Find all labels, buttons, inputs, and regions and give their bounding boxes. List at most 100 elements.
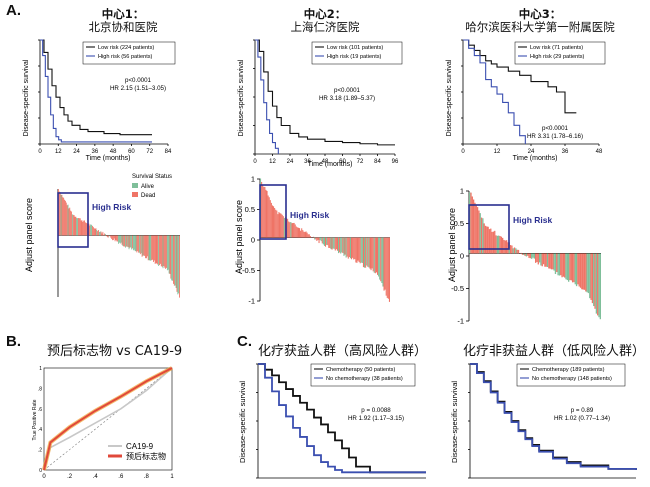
- km-plot-chemo-low: Disease-specific survival Chemotherapy (…: [450, 363, 637, 479]
- kmc2-area: Chemotherapy (189 patients) No chemothera…: [468, 363, 637, 479]
- wf-bar: [151, 235, 153, 261]
- wf-bar: [289, 222, 291, 238]
- wf-bar: [71, 211, 72, 236]
- wf-bar: [113, 235, 115, 239]
- wf-bar: [288, 221, 290, 238]
- wf-bar: [76, 218, 78, 236]
- wf-bar: [263, 186, 265, 238]
- km-curve-a: [470, 363, 637, 471]
- wf-bar: [158, 235, 160, 266]
- legend-dead-label: Dead: [141, 193, 155, 199]
- wf-bar: [119, 235, 120, 243]
- wf-bar: [364, 237, 366, 268]
- legend-alive-swatch: [132, 183, 138, 188]
- wf-bar: [280, 213, 282, 238]
- kmc2-ylabel: Disease-specific survival: [450, 381, 459, 463]
- wf-bar: [64, 199, 65, 236]
- center2-title-line1: 中心2：: [303, 7, 347, 21]
- wf-bar: [156, 235, 158, 264]
- wf-y-tick-label: -1: [248, 297, 255, 306]
- wf-bar: [65, 202, 67, 236]
- wf-bar: [554, 253, 557, 275]
- wf-bar: [94, 228, 96, 236]
- km-curve-a: [255, 39, 395, 146]
- wf-bar: [85, 222, 86, 236]
- wf-bar: [552, 253, 554, 270]
- wf-bar: [520, 252, 522, 254]
- wf-bar: [316, 237, 318, 241]
- wf-bar: [143, 235, 145, 256]
- wf-bar: [268, 197, 270, 238]
- wf-bar: [511, 245, 513, 254]
- center1-title-line2: 北京协和医院: [88, 20, 158, 34]
- wf-bar: [377, 237, 379, 275]
- wf2-high-risk-box: [259, 184, 287, 240]
- wf-bar: [300, 230, 302, 238]
- roc-area: 0 .2 .4 .6 .8 1 0 .2 .4 .6 .8 1: [38, 366, 175, 480]
- wf-bar: [356, 237, 358, 263]
- wf-bar: [328, 237, 330, 248]
- wf-bar: [516, 249, 518, 254]
- wf-bar: [83, 220, 85, 236]
- roc-legend-marker: 预后标志物: [126, 451, 166, 461]
- wf-bar: [302, 230, 304, 238]
- wf-bar: [500, 236, 502, 254]
- wf-bar: [593, 253, 595, 307]
- wf-bar: [370, 237, 372, 271]
- wf-bar: [105, 235, 107, 237]
- wf-bar: [110, 235, 112, 238]
- wf-bar: [325, 237, 327, 247]
- wf-bar: [104, 233, 106, 236]
- wf-bar: [149, 235, 151, 261]
- wf-bar: [159, 235, 161, 264]
- wf-bar: [331, 237, 333, 250]
- km-plot-center2: Disease-specific survival 0 12 24 36 48 60 72 8…: [238, 39, 403, 168]
- wf-bar: [173, 235, 175, 286]
- wf-bar: [498, 235, 500, 254]
- wf-bar: [106, 235, 108, 237]
- kmc1-area: Chemotherapy (50 patients) No chemotherap…: [256, 363, 426, 479]
- wf-bar: [132, 235, 133, 249]
- wf-bar: [374, 237, 376, 274]
- wf-bar: [170, 235, 172, 279]
- wf-bar: [471, 196, 473, 254]
- wf-bar: [538, 253, 541, 263]
- wf-bar: [327, 237, 329, 246]
- roc-diagonal: [43, 367, 173, 471]
- wf-bar: [329, 237, 331, 248]
- wf-bar: [318, 237, 320, 244]
- roc-x-tick-label: 1: [170, 474, 174, 480]
- wf1-high-risk-label: High Risk: [92, 202, 131, 212]
- wf-bar: [583, 253, 586, 290]
- wf-bar: [343, 237, 345, 256]
- wf1-ylabel: Adjust panel score: [24, 198, 34, 272]
- wf-bar: [578, 253, 580, 287]
- wf-bar: [319, 237, 321, 241]
- x-tick-label: 84: [165, 149, 172, 155]
- wf-bar: [384, 237, 386, 290]
- wf-bar: [476, 207, 479, 254]
- wf-bar: [372, 237, 374, 272]
- wf-bar: [322, 237, 324, 245]
- wf-bar: [573, 253, 575, 283]
- wf-y-tick-label: 0.5: [454, 219, 464, 228]
- wf-bar: [147, 235, 149, 261]
- x-tick-label: 72: [357, 159, 364, 165]
- wf-bar: [96, 229, 98, 236]
- wf-bar: [504, 240, 506, 254]
- wf3-high-risk-label: High Risk: [513, 215, 552, 225]
- wf-bar: [261, 181, 263, 238]
- wf-bar: [154, 235, 156, 264]
- roc-ylabel: True Positive Rate: [32, 399, 38, 440]
- wf-bar: [503, 239, 505, 254]
- wf-bar: [61, 194, 63, 236]
- wf-bar: [492, 231, 495, 254]
- roc-frame: [43, 367, 173, 471]
- wf-bar: [494, 230, 496, 254]
- wf-bar: [162, 235, 164, 269]
- p-value: p<0.0001: [125, 77, 152, 84]
- wf-bar: [120, 235, 122, 243]
- wf-bar: [582, 253, 584, 290]
- panel-a-label: A.: [6, 2, 21, 19]
- wf-bar: [478, 210, 480, 254]
